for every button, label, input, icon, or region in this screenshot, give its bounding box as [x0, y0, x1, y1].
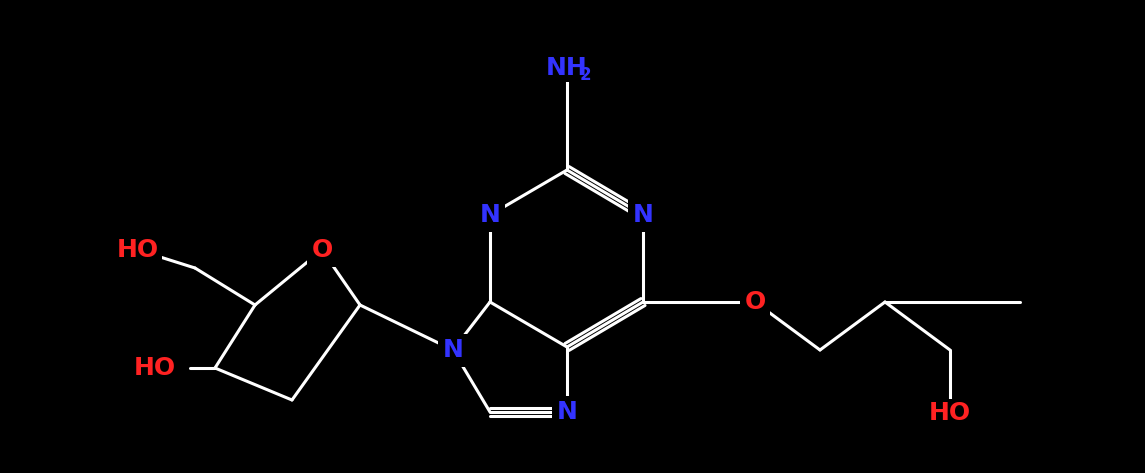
Text: HO: HO — [929, 401, 971, 425]
Text: NH: NH — [546, 56, 587, 80]
Text: N: N — [556, 400, 577, 424]
Text: 2: 2 — [579, 66, 591, 84]
Text: N: N — [443, 338, 464, 362]
Text: HO: HO — [134, 356, 176, 380]
Text: O: O — [744, 290, 766, 314]
Text: O: O — [311, 238, 333, 262]
Text: HO: HO — [117, 238, 159, 262]
Text: N: N — [480, 203, 500, 227]
Text: N: N — [632, 203, 654, 227]
